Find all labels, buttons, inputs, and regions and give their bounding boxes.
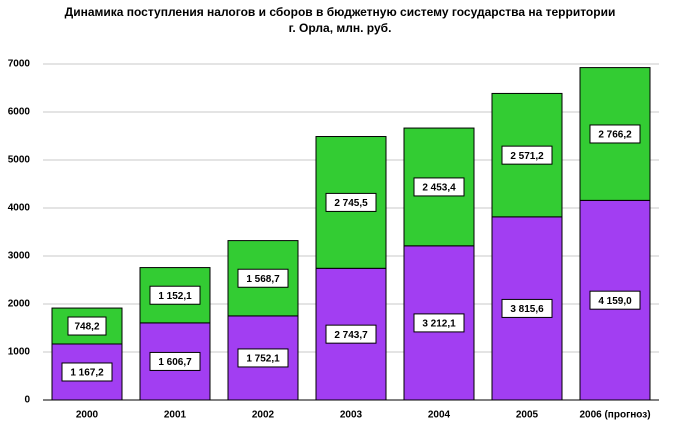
label-box [589,290,641,310]
data-label: 2 571,2 [510,151,544,162]
label-box [325,324,377,344]
label-box [149,285,201,305]
y-tick-label: 6000 [8,107,31,118]
y-tick-label: 0 [24,395,30,406]
data-label: 1 568,7 [246,274,280,285]
chart-title: Динамика поступления налогов и сборов в … [64,5,616,35]
label-box [501,145,553,165]
x-tick-label: 2004 [428,410,451,421]
data-label: 748,2 [74,322,99,333]
data-label: 1 167,2 [70,368,104,379]
label-box [413,313,465,333]
label-box [501,298,553,318]
data-label: 3 815,6 [510,304,544,315]
data-label: 2 453,4 [422,183,456,194]
label-box [67,316,107,336]
label-box [589,124,641,144]
data-label: 3 212,1 [422,319,456,330]
x-tick-label: 2006 (прогноз) [579,410,650,421]
y-tick-label: 7000 [8,59,31,70]
label-box [325,192,377,212]
x-tick-label: 2003 [340,410,363,421]
label-box [413,177,465,197]
y-tick-label: 1000 [8,347,31,358]
data-label: 2 766,2 [598,130,632,141]
x-tick-label: 2000 [76,410,99,421]
y-tick-label: 4000 [8,203,31,214]
x-tick-label: 2005 [516,410,539,421]
label-box [237,268,289,288]
x-tick-label: 2001 [164,410,187,421]
data-label: 1 752,1 [246,354,280,365]
label-box [237,348,289,368]
x-tick-label: 2002 [252,410,275,421]
label-box [149,351,201,371]
y-tick-label: 3000 [8,251,31,262]
data-label: 2 745,5 [334,198,368,209]
data-label: 2 743,7 [334,330,368,341]
data-label: 1 152,1 [158,291,192,302]
data-label: 1 606,7 [158,357,192,368]
y-tick-label: 2000 [8,299,31,310]
label-box [61,362,113,382]
data-label: 4 159,0 [598,296,632,307]
y-tick-label: 5000 [8,155,31,166]
